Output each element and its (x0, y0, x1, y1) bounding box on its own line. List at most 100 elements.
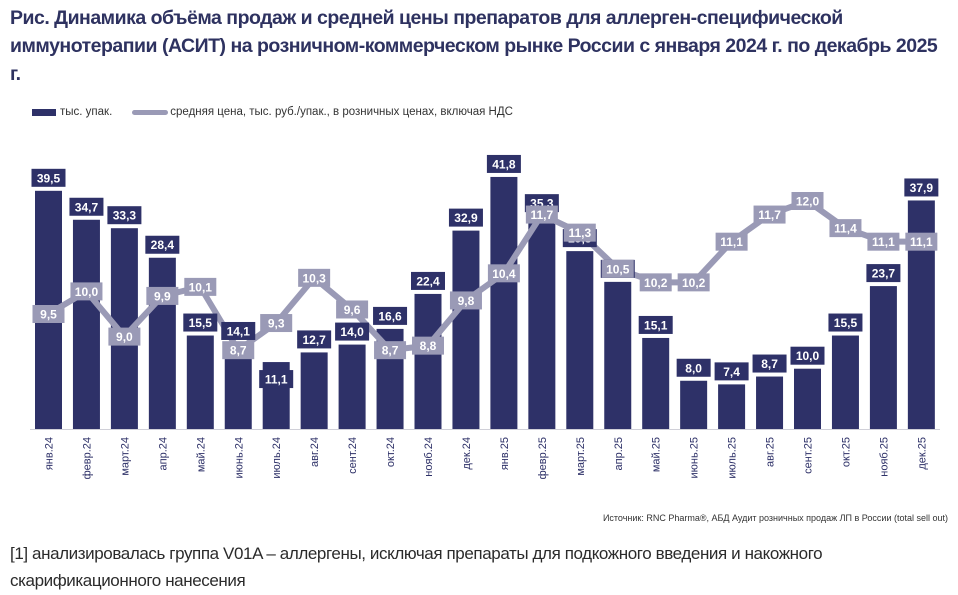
x-tick-label: июнь.24 (233, 437, 245, 479)
bar-value-box (145, 235, 180, 254)
bar-value-box (335, 322, 370, 341)
price-value-box (677, 273, 710, 292)
price-value-text: 9,0 (116, 330, 133, 344)
price-value-text: 10,2 (682, 276, 706, 290)
bar-value-label: 12,7 (297, 330, 332, 349)
bar-value-text: 15,5 (834, 316, 858, 330)
price-value-label: 10,1 (184, 277, 217, 296)
bar-value-text: 7,4 (723, 365, 740, 379)
bar-value-box (448, 208, 483, 227)
legend-bar-label: тыс. упак. (60, 106, 113, 118)
legend-bar-swatch (32, 108, 56, 116)
price-value-box (374, 341, 407, 360)
bar-июнь.25 (680, 380, 708, 429)
x-tick-label: февр.25 (537, 437, 549, 479)
bar-value-box (638, 315, 673, 334)
price-value-label: 9,9 (146, 286, 179, 305)
price-value-label: 11,7 (525, 205, 558, 224)
price-value-text: 10,4 (492, 267, 516, 281)
price-value-label: 11,1 (715, 232, 748, 251)
x-tick-label: июль.25 (727, 437, 739, 479)
price-value-box (222, 341, 255, 360)
bar-value-box (866, 264, 901, 283)
bar-июль.25 (718, 384, 746, 429)
bar-value-box (790, 346, 825, 365)
bar-value-text: 39,5 (37, 171, 61, 185)
price-value-label: 11,4 (829, 219, 862, 238)
price-value-box (715, 232, 748, 251)
bar-value-text: 14,1 (227, 324, 251, 338)
price-value-text: 10,3 (302, 271, 326, 285)
bar-value-label: 7,4 (714, 362, 749, 381)
bar-value-label: 14,0 (335, 322, 370, 341)
price-value-text: 9,9 (154, 289, 171, 303)
chart-svg: 39,5 34,7 33,3 28,4 15,5 14,1 11,1 12,7 14,0 16,6… (30, 154, 940, 479)
bar-value-box (221, 321, 256, 340)
bar-value-label: 37,9 (904, 178, 939, 197)
bar-value-box (904, 178, 939, 197)
price-value-label: 9,8 (449, 291, 482, 310)
price-value-box (184, 277, 217, 296)
price-value-text: 8,8 (420, 339, 437, 353)
price-value-label: 10,2 (677, 273, 710, 292)
bar-нояб.24 (414, 293, 442, 429)
price-value-text: 9,3 (268, 317, 285, 331)
price-value-label: 9,5 (32, 305, 65, 323)
price-value-text: 9,5 (40, 308, 57, 322)
price-value-text: 10,1 (189, 280, 213, 294)
x-tick-label: сент.24 (347, 437, 359, 474)
bar-value-label: 16,6 (373, 306, 408, 325)
bar-value-box (828, 313, 863, 332)
bar-янв.25 (490, 176, 518, 429)
x-tick-label: янв.24 (44, 437, 56, 470)
bar-нояб.25 (869, 286, 897, 429)
x-tick-label: март.24 (119, 437, 131, 476)
price-value-label: 10,4 (487, 264, 520, 283)
price-value-label: 9,3 (260, 314, 293, 333)
price-value-text: 11,1 (872, 235, 895, 249)
bar-value-box (486, 154, 521, 173)
price-value-text: 9,6 (344, 303, 361, 317)
chart-title: Рис. Динамика объёма продаж и средней це… (10, 7, 938, 85)
price-value-box (905, 232, 938, 251)
bar-value-text: 11,1 (265, 373, 288, 387)
price-value-box (108, 327, 141, 346)
bar-value-text: 37,9 (910, 181, 934, 195)
price-value-label: 11,7 (753, 205, 786, 224)
price-value-box (449, 291, 482, 310)
price-value-label: 10,3 (298, 268, 331, 287)
price-value-box (867, 232, 900, 251)
bar-апр.24 (148, 257, 176, 429)
bar-value-text: 34,7 (75, 200, 99, 214)
price-value-box (260, 314, 293, 333)
x-tick-label: сент.25 (803, 437, 815, 474)
price-value-text: 11,4 (834, 222, 857, 236)
x-tick-label: июль.24 (271, 437, 283, 479)
bar-value-label: 28,4 (145, 235, 180, 254)
bar-value-text: 8,0 (685, 361, 702, 375)
bar-value-label: 14,1 (221, 321, 256, 340)
price-value-box (525, 205, 558, 224)
bar-март.25 (566, 251, 594, 429)
x-tick-label: нояб.24 (423, 437, 435, 477)
x-tick-label: март.25 (575, 437, 587, 476)
bar-value-box (107, 206, 142, 225)
x-tick-label: февр.24 (81, 437, 93, 479)
bar-value-label: 11,1 (259, 370, 294, 389)
price-value-text: 8,7 (382, 344, 399, 358)
bar-value-text: 28,4 (151, 238, 175, 252)
x-tick-label: авг.25 (765, 437, 777, 467)
bar-апр.25 (604, 281, 632, 429)
bar-авг.25 (756, 376, 784, 429)
bar-value-text: 41,8 (492, 157, 516, 171)
legend: тыс. упак. средняя цена, тыс. руб./упак.… (32, 106, 513, 118)
bar-value-text: 8,7 (761, 357, 778, 371)
price-value-text: 11,1 (910, 235, 933, 249)
x-tick-label: май.25 (651, 437, 663, 472)
price-value-box (639, 273, 672, 292)
price-value-label: 11,1 (867, 232, 900, 251)
x-tick-label: дек.24 (461, 437, 473, 470)
price-value-box (791, 192, 824, 210)
price-value-text: 11,7 (530, 208, 553, 222)
bar-value-box (31, 168, 66, 187)
